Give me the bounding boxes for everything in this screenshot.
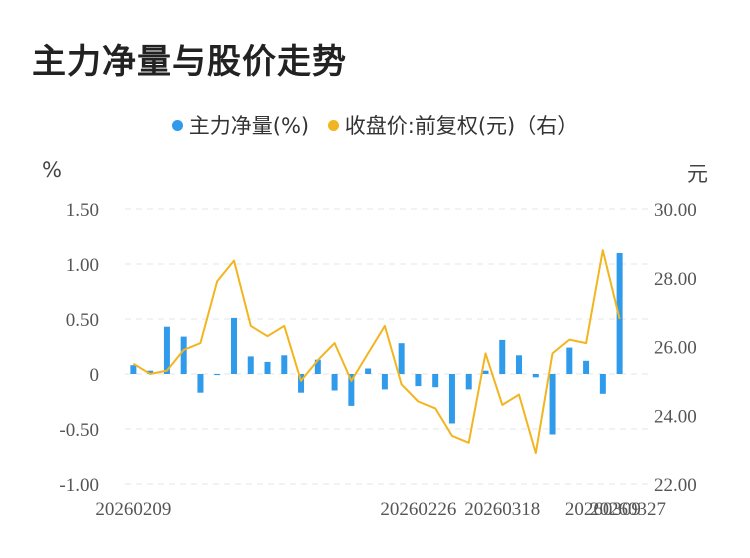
price-line bbox=[132, 249, 621, 455]
right-axis-tick-label: 30.00 bbox=[654, 200, 697, 221]
right-axis-tick-label: 24.00 bbox=[654, 406, 697, 427]
right-axis-unit: 元 bbox=[687, 162, 708, 186]
bar-mark bbox=[247, 356, 254, 374]
right-axis-tick-label: 26.00 bbox=[654, 338, 697, 359]
legend-bar-label: 主力净量(%) bbox=[188, 114, 310, 138]
left-axis-tick-label: 0.50 bbox=[66, 310, 99, 331]
legend-item-line[interactable]: 收盘价:前复权(元)（右） bbox=[327, 110, 579, 140]
bar-mark bbox=[180, 336, 187, 374]
bar-mark bbox=[298, 374, 305, 393]
bar-mark bbox=[398, 343, 405, 374]
x-axis-tick-label: 20260226 bbox=[380, 499, 456, 520]
bar-mark bbox=[264, 361, 271, 374]
bar-mark bbox=[415, 374, 422, 387]
bar-mark bbox=[214, 374, 221, 376]
x-axis-tick-label: 20260327 bbox=[590, 499, 666, 520]
bar-mark bbox=[465, 374, 472, 390]
bar-mark bbox=[381, 374, 388, 390]
bar-mark bbox=[365, 368, 372, 374]
bar-mark bbox=[331, 374, 338, 391]
legend-bar-dot-icon bbox=[171, 119, 183, 131]
bar-mark bbox=[230, 317, 237, 374]
bar-mark bbox=[516, 355, 523, 374]
right-axis-tick-label: 28.00 bbox=[654, 269, 697, 290]
bar-mark bbox=[348, 374, 355, 406]
bar-mark bbox=[616, 253, 623, 374]
x-axis-tick-label: 20260309 bbox=[565, 499, 641, 520]
legend-line-dot-icon bbox=[327, 119, 339, 131]
legend-item-bar[interactable]: 主力净量(%) bbox=[171, 110, 310, 140]
bar-mark bbox=[583, 360, 590, 374]
bar-mark bbox=[599, 374, 606, 394]
left-axis-tick-label: -1.00 bbox=[59, 475, 99, 496]
bar-mark bbox=[314, 359, 321, 374]
chart-title: 主力净量与股价走势 bbox=[32, 42, 347, 82]
bar-mark bbox=[566, 347, 573, 374]
bar-mark bbox=[163, 326, 170, 374]
left-axis-unit: % bbox=[42, 158, 62, 182]
bar-mark bbox=[197, 374, 204, 393]
left-axis-tick-label: 0 bbox=[90, 365, 100, 386]
legend-line-label: 收盘价:前复权(元)（右） bbox=[344, 114, 579, 138]
right-axis-tick-label: 22.00 bbox=[654, 475, 697, 496]
legend: 主力净量(%) 收盘价:前复权(元)（右） bbox=[0, 110, 750, 140]
x-axis-tick-label: 20260318 bbox=[464, 499, 540, 520]
left-axis-tick-label: -0.50 bbox=[59, 420, 99, 441]
bar-mark bbox=[499, 339, 506, 374]
bar-mark bbox=[549, 374, 556, 435]
left-axis-tick-label: 1.00 bbox=[66, 255, 99, 276]
bar-mark bbox=[147, 370, 154, 374]
bar-mark bbox=[130, 365, 137, 374]
bar-mark bbox=[448, 374, 455, 424]
left-axis-tick-label: 1.50 bbox=[66, 200, 99, 221]
bar-mark bbox=[532, 374, 539, 378]
bar-mark bbox=[432, 374, 439, 388]
x-axis-tick-label: 20260209 bbox=[95, 499, 171, 520]
bar-mark bbox=[281, 355, 288, 374]
bar-mark bbox=[482, 370, 489, 374]
